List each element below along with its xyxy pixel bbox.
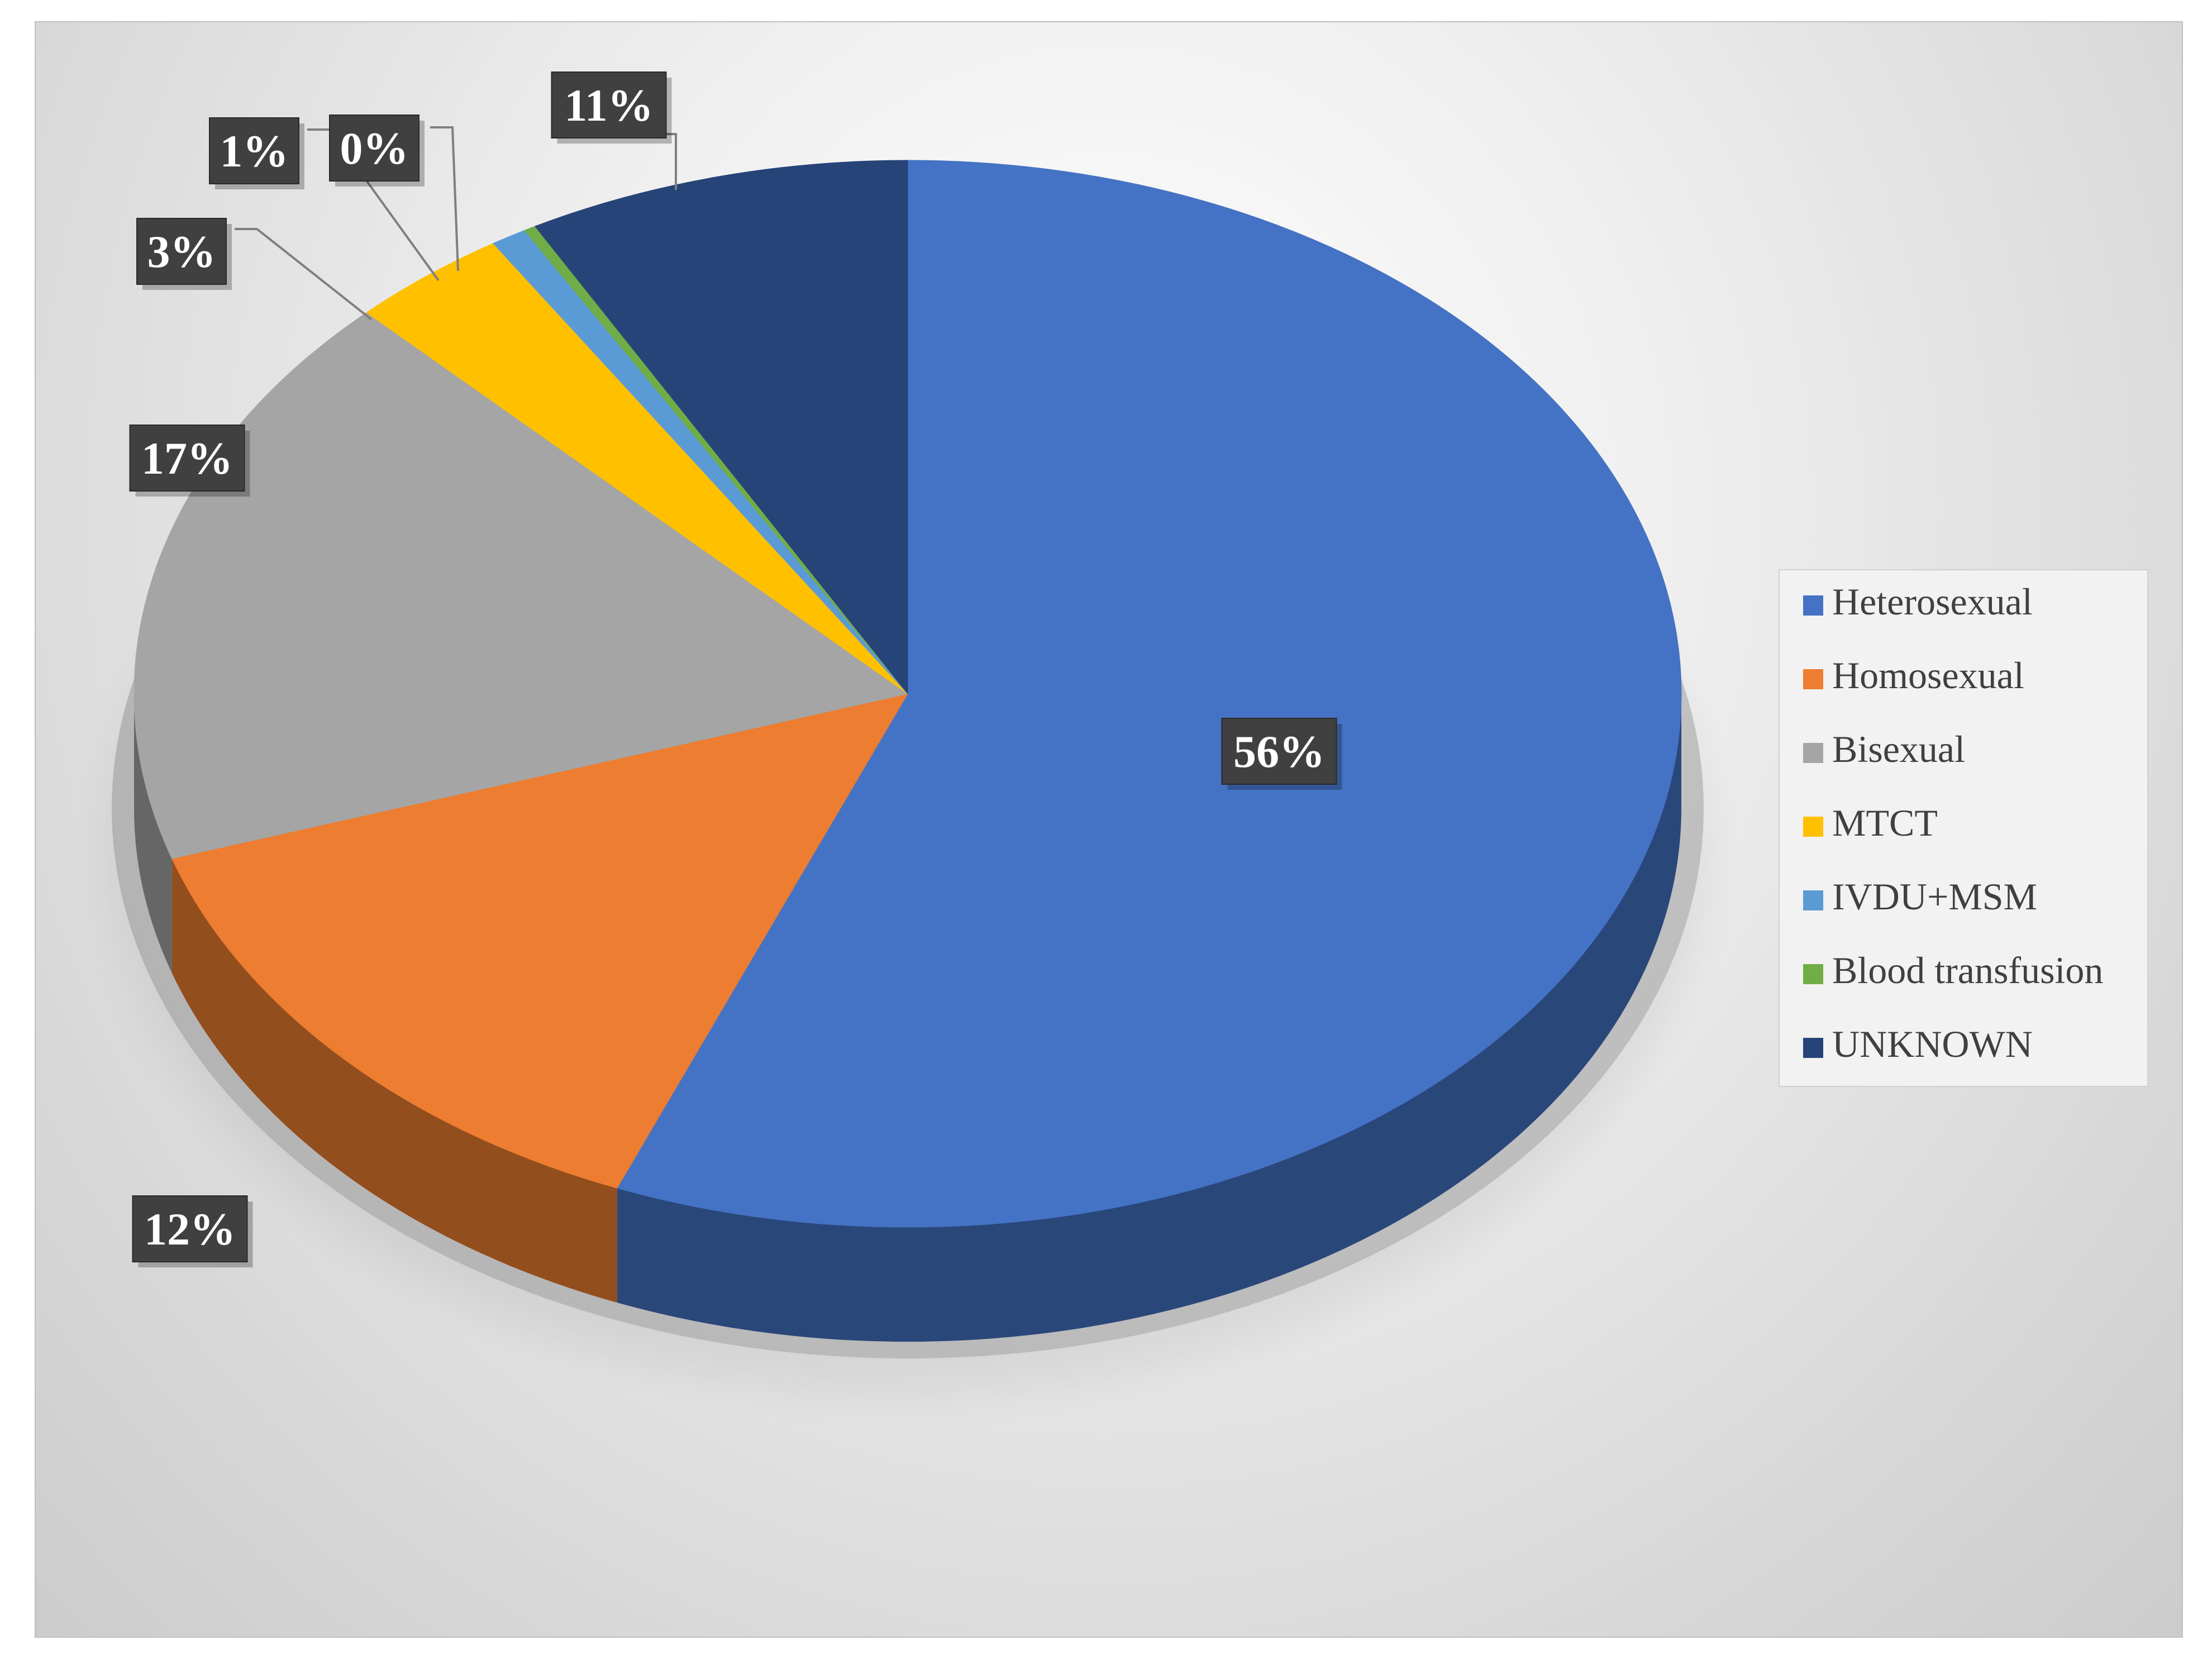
legend-entry: MTCT xyxy=(1832,802,1938,844)
data-label: 12% xyxy=(144,1204,236,1255)
data-label-box xyxy=(136,218,227,285)
legend-swatch xyxy=(1803,964,1823,984)
slice-side-heterosexual xyxy=(617,694,1681,1342)
data-label-box xyxy=(329,115,419,182)
legend-box xyxy=(1779,569,2148,1087)
legend-swatch xyxy=(1803,743,1823,763)
legend-entry: IVDU+MSM xyxy=(1832,875,2037,918)
data-label: 56% xyxy=(1233,726,1325,777)
slice-homosexual xyxy=(171,693,909,1189)
slice-side-bisexual xyxy=(134,694,172,974)
slice-bisexual xyxy=(134,312,909,859)
slice-unknown xyxy=(534,160,908,695)
slice-side-homosexual xyxy=(171,859,617,1303)
slice-heterosexual xyxy=(616,160,1682,1228)
leader-line xyxy=(430,126,459,271)
legend-swatch xyxy=(1803,595,1823,616)
data-label: 0% xyxy=(340,123,409,174)
data-label-box xyxy=(1221,718,1337,785)
legend-swatch xyxy=(1803,669,1823,689)
leader-line xyxy=(665,133,677,190)
data-label-box xyxy=(551,71,667,139)
legend-entry: UNKNOWN xyxy=(1832,1023,2033,1065)
legend-entry: Bisexual xyxy=(1832,728,1965,770)
slice-mtct xyxy=(366,243,908,694)
legend-entry: Homosexual xyxy=(1832,654,2024,697)
legend-swatch xyxy=(1803,817,1823,837)
data-label-box xyxy=(209,117,299,184)
legend-entry: Heterosexual xyxy=(1832,580,2033,623)
legend-entry: Blood transfusion xyxy=(1832,949,2103,991)
legend-swatch xyxy=(1803,1038,1823,1058)
data-label-box xyxy=(132,1195,248,1262)
leader-line xyxy=(235,228,373,321)
data-label: 11% xyxy=(564,80,653,131)
legend-swatch xyxy=(1803,890,1823,910)
data-label: 1% xyxy=(220,126,289,177)
data-label-box xyxy=(129,425,245,492)
data-label: 3% xyxy=(147,226,216,277)
data-label: 17% xyxy=(141,433,233,484)
